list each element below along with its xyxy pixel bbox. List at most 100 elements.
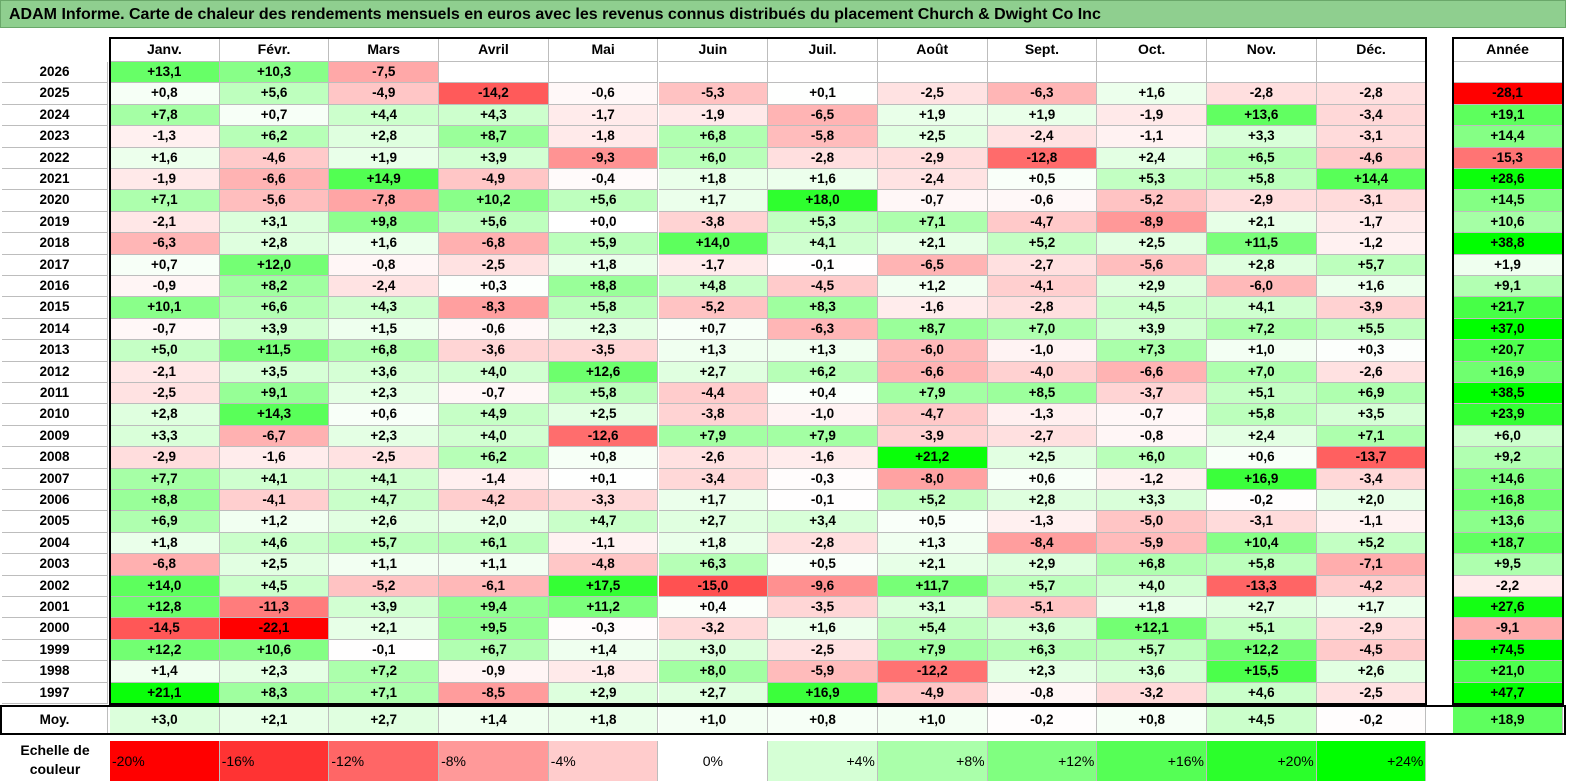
heatmap-cell: -1,0 [768, 404, 878, 426]
heatmap-cell: +0,8 [110, 83, 220, 105]
heatmap-cell: +5,4 [877, 618, 988, 640]
heatmap-cell: +0,7 [658, 318, 769, 341]
heatmap-cell: -5,3 [658, 83, 769, 105]
heatmap-cell: -2,7 [987, 254, 1098, 276]
heatmap-cell: -2,5 [1316, 682, 1427, 704]
year-total-cell: -28,1 [1453, 83, 1563, 105]
heatmap-cell: -3,5 [548, 340, 659, 362]
heatmap-cell: -22,1 [219, 618, 330, 640]
heatmap-cell: -3,4 [1316, 468, 1427, 490]
heatmap-cell: +1,6 [1316, 276, 1427, 298]
heatmap-cell: -5,2 [329, 575, 440, 597]
heatmap-cell: -2,5 [877, 83, 988, 105]
row-label: 2006 [2, 490, 108, 512]
heatmap-cell: +2,1 [329, 618, 440, 640]
heatmap-cell: -3,6 [439, 340, 549, 362]
heatmap-cell: +2,8 [329, 126, 440, 148]
heatmap-cell: -0,9 [110, 276, 220, 298]
heatmap-cell: +9,4 [439, 597, 549, 619]
heatmap-cell [548, 62, 659, 84]
heatmap-cell: -7,8 [329, 190, 440, 212]
heatmap-cell: +5,0 [110, 340, 220, 362]
column-header: Oct. [1097, 38, 1207, 62]
heatmap-cell: -1,6 [768, 447, 878, 469]
heatmap-cell: -4,8 [548, 554, 659, 576]
year-total-cell: -15,3 [1453, 147, 1563, 169]
heatmap-cell: +4,9 [439, 404, 549, 426]
heatmap-cell: -3,1 [1316, 126, 1427, 148]
average-cell: +1,0 [877, 706, 988, 734]
heatmap-cell: -6,0 [1207, 276, 1317, 298]
heatmap-cell: -3,1 [1207, 511, 1317, 533]
heatmap-cell: +5,7 [1097, 639, 1207, 662]
heatmap-cell: -2,1 [110, 211, 220, 234]
heatmap-cell: -4,4 [658, 383, 769, 405]
heatmap-cell: +8,3 [768, 297, 878, 319]
heatmap-cell: +8,8 [110, 490, 220, 512]
chart-title: ADAM Informe. Carte de chaleur des rende… [0, 0, 1566, 28]
heatmap-cell: -4,1 [987, 276, 1098, 298]
average-cell: +0,8 [1097, 706, 1207, 734]
heatmap-cell: -3,8 [658, 211, 769, 234]
heatmap-cell: +6,9 [1316, 383, 1427, 405]
heatmap-cell: -3,9 [877, 425, 988, 448]
row-label: 2019 [2, 211, 108, 234]
heatmap-cell: -2,9 [1207, 190, 1317, 212]
heatmap-cell: +1,2 [219, 511, 330, 533]
heatmap-cell: +6,0 [1097, 447, 1207, 469]
heatmap-cell: +1,8 [110, 532, 220, 555]
row-label: 2001 [2, 597, 108, 619]
column-header: Mai [548, 38, 659, 62]
row-label: 2003 [2, 554, 108, 576]
heatmap-cell: +9,8 [329, 211, 440, 234]
heatmap-cell: +7,1 [877, 211, 988, 234]
heatmap-cell: +3,5 [219, 361, 330, 383]
year-total-cell: +23,9 [1453, 404, 1563, 426]
heatmap-cell: -2,1 [110, 361, 220, 383]
heatmap-cell: +1,9 [329, 147, 440, 169]
row-label: 1999 [2, 639, 108, 662]
heatmap-cell: -5,0 [1097, 511, 1207, 533]
heatmap-cell: +14,9 [329, 169, 440, 191]
heatmap-cell: +5,9 [548, 233, 659, 255]
heatmap-cell: +8,8 [548, 276, 659, 298]
heatmap-cell: +12,2 [1207, 639, 1317, 662]
heatmap-cell: +8,2 [219, 276, 330, 298]
heatmap-cell: -2,8 [768, 147, 878, 169]
heatmap-cell: +2,3 [219, 661, 330, 683]
heatmap-cell: +12,6 [548, 361, 659, 383]
color-scale-step: -12% [329, 741, 440, 781]
heatmap-cell: +2,7 [658, 511, 769, 533]
heatmap-cell: +8,7 [877, 318, 988, 341]
average-row-label: Moy. [2, 706, 108, 734]
heatmap-cell: -4,7 [877, 404, 988, 426]
heatmap-cell: +3,9 [329, 597, 440, 619]
row-label: 2004 [2, 532, 108, 555]
heatmap-cell: +1,4 [548, 639, 659, 662]
heatmap-cell: +7,0 [987, 318, 1098, 341]
heatmap-cell: +21,1 [110, 682, 220, 704]
column-header: Avril [439, 38, 549, 62]
heatmap-cell: -6,3 [987, 83, 1098, 105]
heatmap-cell: -13,3 [1207, 575, 1317, 597]
heatmap-cell: -1,9 [110, 169, 220, 191]
heatmap-cell: +1,7 [658, 190, 769, 212]
heatmap-cell: +6,5 [1207, 147, 1317, 169]
heatmap-cell: -1,9 [658, 104, 769, 127]
heatmap-cell: +11,2 [548, 597, 659, 619]
year-total-cell: +10,6 [1453, 211, 1563, 234]
heatmap-cell: +21,2 [877, 447, 988, 469]
heatmap-cell: -11,3 [219, 597, 330, 619]
heatmap-cell: +6,0 [658, 147, 769, 169]
heatmap-cell: -0,8 [329, 254, 440, 276]
heatmap-cell: -4,0 [987, 361, 1098, 383]
heatmap-cell: -4,2 [439, 490, 549, 512]
heatmap-cell: +2,8 [110, 404, 220, 426]
column-header: Juil. [768, 38, 878, 62]
year-total-cell: +6,0 [1453, 425, 1563, 448]
year-total-cell: -9,1 [1453, 618, 1563, 640]
heatmap-cell: +5,8 [548, 297, 659, 319]
heatmap-cell: -9,3 [548, 147, 659, 169]
color-scale-step: -8% [439, 741, 549, 781]
heatmap-cell: -1,7 [658, 254, 769, 276]
